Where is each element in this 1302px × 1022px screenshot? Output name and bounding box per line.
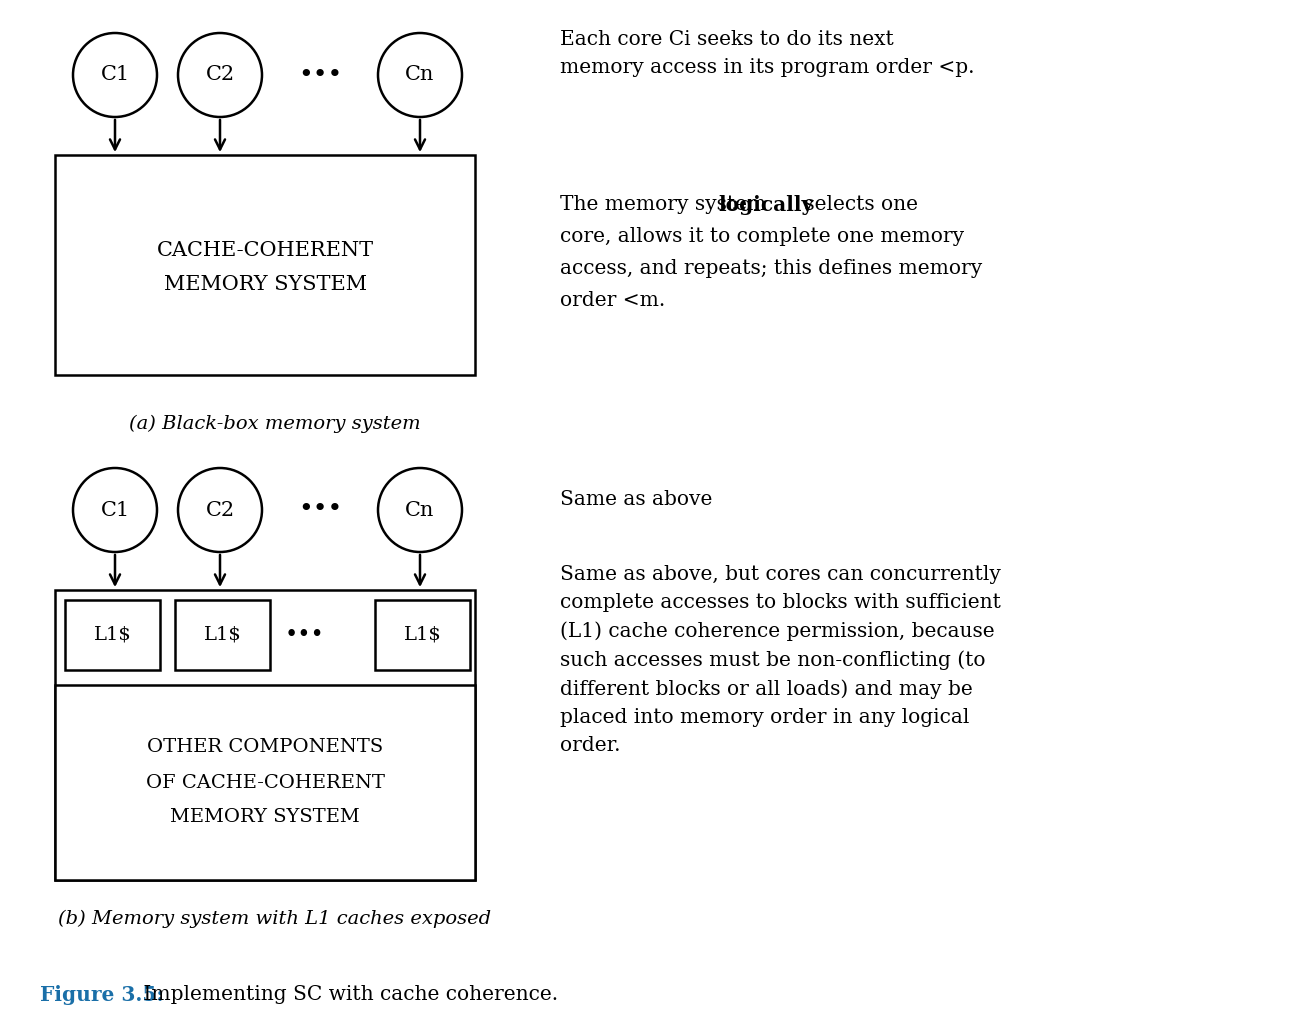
Ellipse shape	[178, 468, 262, 552]
Text: access, and repeats; this defines memory: access, and repeats; this defines memory	[560, 259, 982, 278]
Text: Cn: Cn	[405, 65, 435, 85]
Text: Figure 3.5:: Figure 3.5:	[40, 985, 164, 1005]
Text: (a) Black-box memory system: (a) Black-box memory system	[129, 415, 421, 433]
Ellipse shape	[178, 33, 262, 117]
Text: Cn: Cn	[405, 501, 435, 519]
Bar	[55, 155, 475, 375]
Ellipse shape	[73, 468, 158, 552]
Text: MEMORY SYSTEM: MEMORY SYSTEM	[164, 276, 366, 294]
Text: Each core Ci seeks to do its next
memory access in its program order <p.: Each core Ci seeks to do its next memory…	[560, 30, 974, 77]
Text: •••: •••	[298, 63, 342, 87]
Text: (b) Memory system with L1 caches exposed: (b) Memory system with L1 caches exposed	[59, 910, 492, 928]
Bar	[174, 600, 270, 670]
Text: •••: •••	[298, 499, 342, 521]
Text: core, allows it to complete one memory: core, allows it to complete one memory	[560, 227, 963, 246]
Text: C2: C2	[206, 501, 234, 519]
Text: •••: •••	[285, 624, 326, 646]
Text: C2: C2	[206, 65, 234, 85]
Text: Same as above: Same as above	[560, 490, 712, 509]
Text: The memory system: The memory system	[560, 195, 772, 214]
Text: Implementing SC with cache coherence.: Implementing SC with cache coherence.	[137, 985, 559, 1004]
Ellipse shape	[73, 33, 158, 117]
Text: MEMORY SYSTEM: MEMORY SYSTEM	[171, 808, 359, 827]
Text: C1: C1	[100, 501, 130, 519]
Text: C1: C1	[100, 65, 130, 85]
Text: order <m.: order <m.	[560, 291, 665, 310]
Text: OF CACHE-COHERENT: OF CACHE-COHERENT	[146, 774, 384, 791]
Text: Same as above, but cores can concurrently
complete accesses to blocks with suffi: Same as above, but cores can concurrentl…	[560, 565, 1001, 755]
Text: L1$: L1$	[404, 626, 441, 644]
Bar	[65, 600, 160, 670]
Text: L1$: L1$	[94, 626, 132, 644]
Text: L1$: L1$	[203, 626, 241, 644]
Bar	[55, 685, 475, 880]
Ellipse shape	[378, 33, 462, 117]
Ellipse shape	[378, 468, 462, 552]
Text: OTHER COMPONENTS: OTHER COMPONENTS	[147, 739, 383, 756]
Text: logically: logically	[719, 195, 814, 215]
Text: selects one: selects one	[798, 195, 918, 214]
Bar	[375, 600, 470, 670]
Bar	[55, 590, 475, 880]
Text: CACHE-COHERENT: CACHE-COHERENT	[156, 240, 374, 260]
